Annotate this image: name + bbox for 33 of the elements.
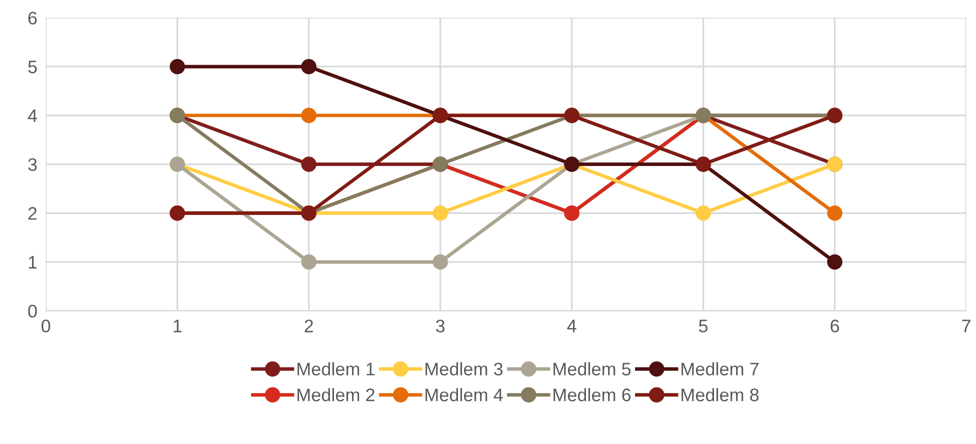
y-tick-label: 3 [28, 158, 37, 171]
point [432, 205, 448, 221]
point [301, 58, 316, 74]
y-tick-label: 4 [28, 110, 38, 122]
y-tick-label: 1 [28, 256, 37, 268]
point [696, 205, 711, 221]
y-tick-label: 0 [28, 304, 37, 318]
x-tick-label: 4 [567, 320, 576, 332]
legend-label: Medlem 8 [682, 388, 759, 402]
point [301, 108, 316, 124]
legend-label: Medlem 5 [554, 362, 631, 376]
x-tick-label: 7 [962, 320, 970, 332]
legend-label: Medlem 6 [554, 388, 631, 402]
point [301, 156, 316, 172]
legend-label: Medlem 2 [298, 388, 374, 402]
legend-label: Medlem 1 [298, 362, 374, 376]
point [827, 254, 842, 270]
legend-label: Medlem 7 [682, 362, 758, 376]
x-tick-label: 0 [42, 320, 50, 332]
x-tick-label: 1 [174, 320, 182, 332]
legend-label: Medlem 3 [426, 362, 503, 376]
y-tick-label: 5 [28, 60, 37, 74]
legend-label: Medlem 4 [426, 388, 503, 402]
point [301, 254, 316, 270]
y-tick-label: 6 [28, 12, 37, 24]
point [432, 254, 448, 270]
point [827, 205, 842, 221]
x-tick-label: 3 [436, 320, 445, 332]
x-tick-label: 5 [698, 320, 708, 332]
x-tick-label: 2 [304, 320, 313, 332]
x-tick-label: 6 [830, 320, 839, 332]
y-tick-label: 2 [28, 207, 37, 220]
point [170, 58, 185, 74]
